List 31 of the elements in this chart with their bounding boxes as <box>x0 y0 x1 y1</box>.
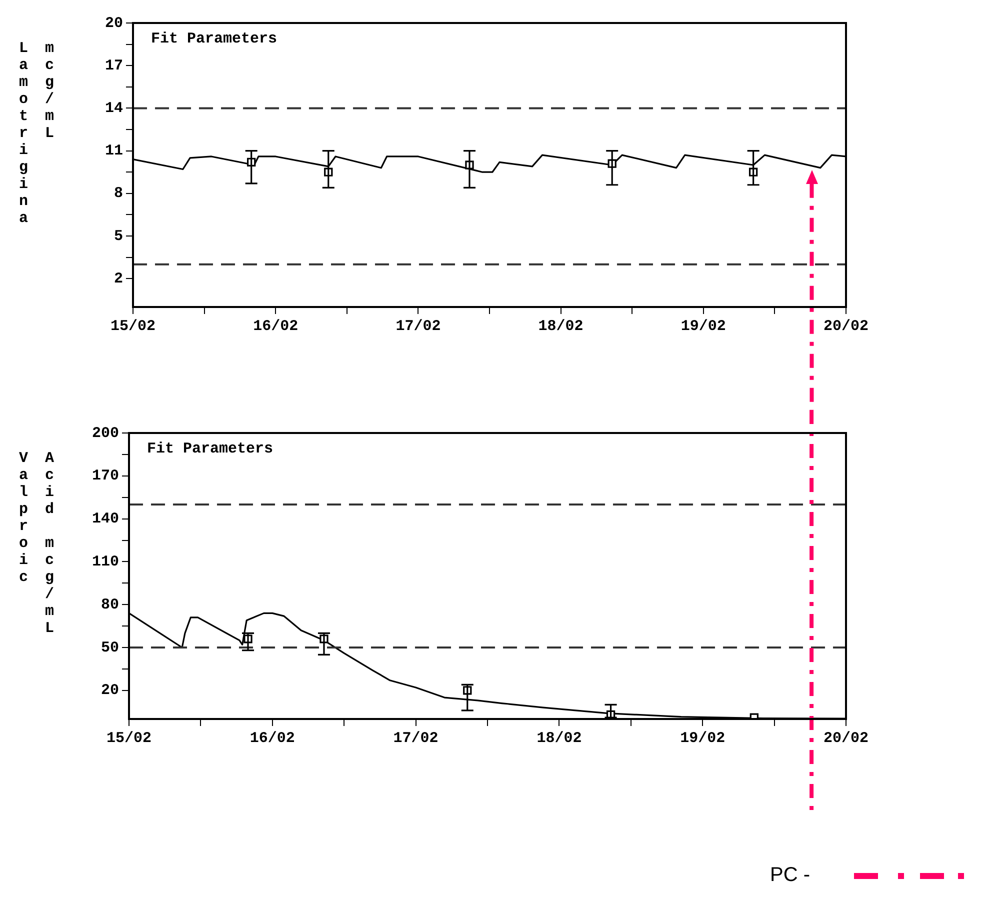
x-tick-label: 20/02 <box>823 730 869 747</box>
y-tick-label: 110 <box>92 553 119 570</box>
x-tick-label: 16/02 <box>253 318 298 335</box>
x-tick-label: 20/02 <box>823 318 869 335</box>
x-tick-label: 19/02 <box>680 318 726 335</box>
y-tick-label: 8 <box>114 185 123 202</box>
x-tick-label: 15/02 <box>106 730 152 747</box>
y-tick-label: 14 <box>104 100 123 117</box>
y-tick-label: 2 <box>114 270 123 288</box>
y-axis-title: Lamotrigina mcg/mL <box>14 40 59 227</box>
x-tick-label: 17/02 <box>393 730 438 747</box>
y-tick-label: 200 <box>92 424 119 442</box>
y-tick-label: 20 <box>104 14 123 32</box>
y-tick-label: 80 <box>100 596 119 614</box>
x-tick-label: 18/02 <box>538 318 584 335</box>
text: Fit Parameters <box>147 440 274 458</box>
text: Fit Parameters <box>151 30 278 48</box>
x-tick-label: 18/02 <box>536 730 582 747</box>
x-tick-label: 17/02 <box>396 318 441 335</box>
x-tick-label: 15/02 <box>110 318 156 335</box>
y-tick-label: 5 <box>114 228 123 245</box>
y-axis-title: Valproic Acid mcg/mL <box>14 450 59 639</box>
y-tick-label: 170 <box>92 468 119 485</box>
x-tick-label: 19/02 <box>680 730 726 747</box>
y-tick-label: 17 <box>104 57 123 74</box>
x-tick-label: 16/02 <box>250 730 295 747</box>
y-tick-label: 140 <box>92 510 119 528</box>
y-tick-label: 20 <box>100 682 119 700</box>
y-tick-label: 50 <box>100 639 119 656</box>
y-tick-label: 11 <box>104 142 123 160</box>
ref-line-label: PC - <box>770 864 810 887</box>
